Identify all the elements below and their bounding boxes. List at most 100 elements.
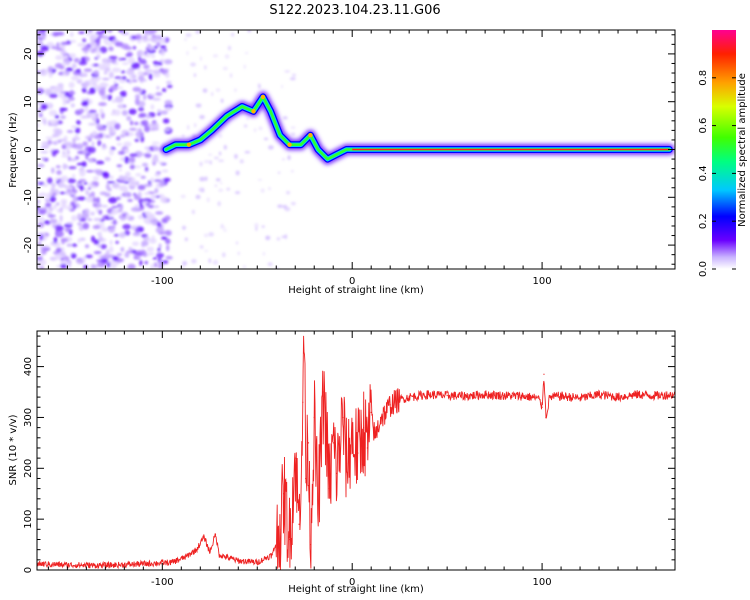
noise-speck <box>83 264 88 269</box>
noise-speck <box>99 89 106 97</box>
noise-speck <box>193 73 196 78</box>
noise-speck <box>120 156 125 162</box>
noise-speck <box>95 31 104 35</box>
noise-speck <box>204 249 209 252</box>
noise-speck <box>191 209 195 215</box>
noise-speck <box>37 30 42 35</box>
noise-speck <box>44 197 49 201</box>
noise-speck <box>138 107 145 112</box>
noise-speck <box>139 259 143 266</box>
noise-speck <box>164 238 171 245</box>
noise-speck <box>85 170 94 173</box>
x-tick-label: 0 <box>349 577 355 588</box>
noise-speck <box>108 55 118 60</box>
snr-point <box>203 536 205 538</box>
noise-speck <box>123 141 132 147</box>
y-tick-label: 100 <box>23 510 34 529</box>
noise-speck <box>118 150 126 155</box>
noise-speck <box>107 30 113 34</box>
noise-speck <box>118 176 124 181</box>
noise-speck <box>39 192 47 197</box>
noise-speck <box>164 106 172 112</box>
snr-point <box>366 447 368 449</box>
noise-speck <box>108 125 114 132</box>
noise-speck <box>268 145 274 150</box>
noise-speck <box>220 98 224 103</box>
noise-speck <box>77 78 83 85</box>
noise-speck <box>48 207 53 211</box>
noise-speck <box>134 98 140 106</box>
noise-speck <box>261 225 265 228</box>
noise-speck <box>150 104 155 110</box>
noise-speck <box>128 127 138 131</box>
noise-speck <box>199 161 203 167</box>
noise-speck <box>217 201 221 207</box>
noise-speck <box>152 205 160 209</box>
noise-speck <box>112 256 119 262</box>
noise-speck <box>235 241 239 245</box>
noise-speck <box>58 138 67 142</box>
noise-speck <box>219 226 226 229</box>
noise-speck <box>43 220 50 224</box>
noise-speck <box>117 86 124 90</box>
noise-speck <box>146 148 151 154</box>
x-tick-label: 100 <box>533 577 552 588</box>
noise-speck <box>91 141 95 147</box>
noise-speck <box>201 188 205 193</box>
noise-speck <box>77 237 81 244</box>
noise-speck <box>166 84 173 89</box>
noise-speck <box>151 122 159 129</box>
noise-speck <box>226 187 231 191</box>
noise-speck <box>126 69 135 75</box>
noise-speck <box>108 196 118 204</box>
x-tick-label: 0 <box>349 276 355 287</box>
snr-point <box>541 406 543 408</box>
snr-point <box>598 393 600 396</box>
noise-speck <box>55 139 59 144</box>
snr-point <box>302 401 304 403</box>
noise-speck <box>94 50 102 54</box>
noise-speck <box>284 206 291 212</box>
noise-speck <box>195 194 201 200</box>
noise-speck <box>85 189 89 196</box>
noise-speck <box>118 104 124 109</box>
noise-speck <box>87 122 97 126</box>
noise-speck <box>103 71 108 75</box>
noise-speck <box>231 32 235 37</box>
noise-speck <box>45 88 53 95</box>
snr-point <box>389 404 391 406</box>
noise-speck <box>60 246 65 254</box>
noise-speck <box>144 153 152 158</box>
noise-speck <box>75 257 85 265</box>
noise-speck <box>158 231 166 235</box>
noise-speck <box>219 181 223 185</box>
noise-speck <box>235 170 240 176</box>
noise-speck <box>151 37 158 43</box>
spectrogram-plot-area <box>37 30 675 269</box>
snr-point <box>399 399 401 401</box>
noise-speck <box>59 214 63 222</box>
noise-speck <box>74 134 79 139</box>
noise-speck <box>185 33 192 37</box>
noise-speck <box>204 176 208 181</box>
noise-speck <box>100 243 107 250</box>
noise-speck <box>260 188 265 193</box>
noise-speck <box>127 57 136 64</box>
noise-speck <box>144 192 150 196</box>
noise-speck <box>96 118 100 125</box>
noise-speck <box>37 199 40 204</box>
noise-speck <box>132 45 137 50</box>
noise-speck <box>90 33 98 37</box>
noise-speck <box>119 134 126 138</box>
noise-speck <box>155 226 165 234</box>
noise-speck <box>162 260 169 264</box>
noise-speck <box>163 59 173 65</box>
noise-speck <box>53 236 58 244</box>
noise-speck <box>62 55 67 59</box>
snr-point <box>336 472 338 474</box>
noise-speck <box>212 54 219 58</box>
noise-speck <box>120 43 130 49</box>
noise-speck <box>192 46 198 50</box>
